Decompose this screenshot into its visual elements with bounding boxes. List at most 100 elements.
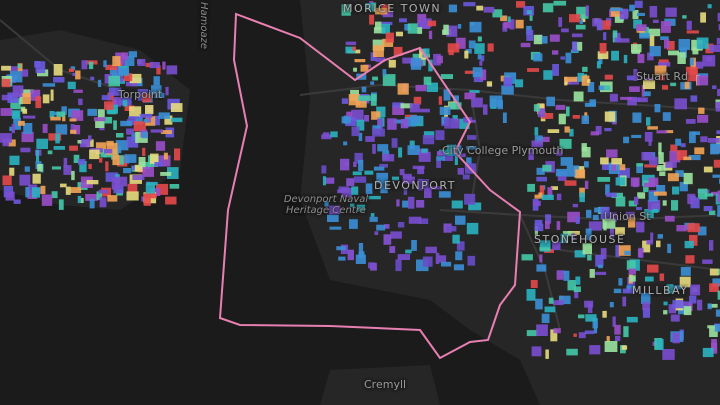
building bbox=[623, 326, 629, 338]
building bbox=[154, 162, 164, 167]
building bbox=[581, 147, 591, 158]
building bbox=[665, 7, 677, 17]
building bbox=[567, 231, 580, 235]
building bbox=[404, 24, 411, 31]
building bbox=[717, 190, 720, 203]
building bbox=[111, 72, 118, 78]
building bbox=[649, 156, 658, 166]
building bbox=[69, 118, 77, 122]
building bbox=[544, 306, 556, 313]
building bbox=[407, 196, 415, 209]
building bbox=[678, 39, 690, 50]
building bbox=[438, 191, 451, 198]
building bbox=[679, 276, 691, 288]
building bbox=[138, 157, 146, 168]
building bbox=[653, 191, 667, 196]
building bbox=[712, 85, 717, 90]
building bbox=[637, 97, 648, 103]
building bbox=[380, 181, 388, 194]
map-label: Torpoint bbox=[118, 88, 163, 101]
building bbox=[589, 99, 596, 106]
building bbox=[155, 183, 169, 195]
building bbox=[354, 152, 363, 164]
building bbox=[341, 98, 348, 104]
building bbox=[154, 92, 165, 98]
building bbox=[105, 161, 109, 172]
building bbox=[613, 288, 622, 294]
building bbox=[587, 79, 591, 83]
building bbox=[534, 127, 539, 136]
building bbox=[666, 284, 674, 294]
building bbox=[656, 240, 661, 248]
building bbox=[548, 297, 554, 304]
building bbox=[561, 28, 569, 33]
building bbox=[35, 96, 42, 109]
building bbox=[538, 192, 543, 197]
building bbox=[36, 150, 40, 162]
building bbox=[688, 155, 701, 161]
building bbox=[413, 96, 422, 105]
building bbox=[443, 151, 454, 161]
building bbox=[424, 187, 432, 198]
building bbox=[35, 61, 46, 74]
building bbox=[340, 158, 350, 171]
building bbox=[155, 141, 166, 151]
building bbox=[567, 280, 576, 291]
building bbox=[642, 240, 651, 253]
building bbox=[70, 66, 76, 71]
building bbox=[395, 31, 403, 37]
building bbox=[612, 30, 618, 43]
building bbox=[127, 183, 138, 193]
building bbox=[122, 99, 128, 107]
building bbox=[101, 95, 111, 101]
building bbox=[480, 69, 487, 81]
building bbox=[104, 101, 114, 110]
building bbox=[639, 33, 650, 39]
building bbox=[409, 103, 420, 113]
building bbox=[686, 30, 699, 34]
building bbox=[603, 219, 607, 231]
building bbox=[9, 66, 18, 72]
building bbox=[50, 89, 54, 101]
building bbox=[467, 255, 476, 266]
building bbox=[658, 61, 671, 67]
building bbox=[358, 159, 364, 171]
building bbox=[341, 116, 351, 124]
building bbox=[13, 199, 21, 204]
building bbox=[135, 115, 143, 125]
building bbox=[438, 96, 442, 105]
building bbox=[465, 49, 472, 54]
building bbox=[78, 159, 86, 165]
building bbox=[345, 46, 356, 54]
map-label: City College Plymouth bbox=[442, 144, 564, 157]
building bbox=[73, 125, 81, 135]
building bbox=[709, 327, 718, 337]
building bbox=[149, 90, 156, 95]
building bbox=[585, 314, 597, 322]
building bbox=[648, 192, 658, 202]
building bbox=[677, 52, 686, 64]
building bbox=[321, 134, 332, 140]
building bbox=[597, 20, 611, 30]
building bbox=[368, 262, 375, 269]
building bbox=[550, 329, 558, 342]
building bbox=[411, 240, 417, 251]
building bbox=[625, 211, 635, 219]
building bbox=[376, 106, 386, 117]
building bbox=[476, 5, 484, 11]
building bbox=[684, 240, 694, 249]
building bbox=[558, 113, 566, 125]
building bbox=[402, 57, 416, 64]
building bbox=[530, 280, 538, 288]
building bbox=[128, 51, 137, 58]
map-label: Stuart Rd bbox=[636, 70, 688, 83]
building bbox=[604, 85, 610, 90]
building bbox=[391, 138, 398, 148]
building bbox=[615, 177, 626, 186]
building bbox=[565, 52, 572, 64]
building bbox=[711, 191, 719, 196]
building bbox=[105, 64, 118, 70]
building bbox=[632, 10, 639, 20]
building bbox=[689, 295, 697, 304]
building bbox=[467, 135, 477, 140]
